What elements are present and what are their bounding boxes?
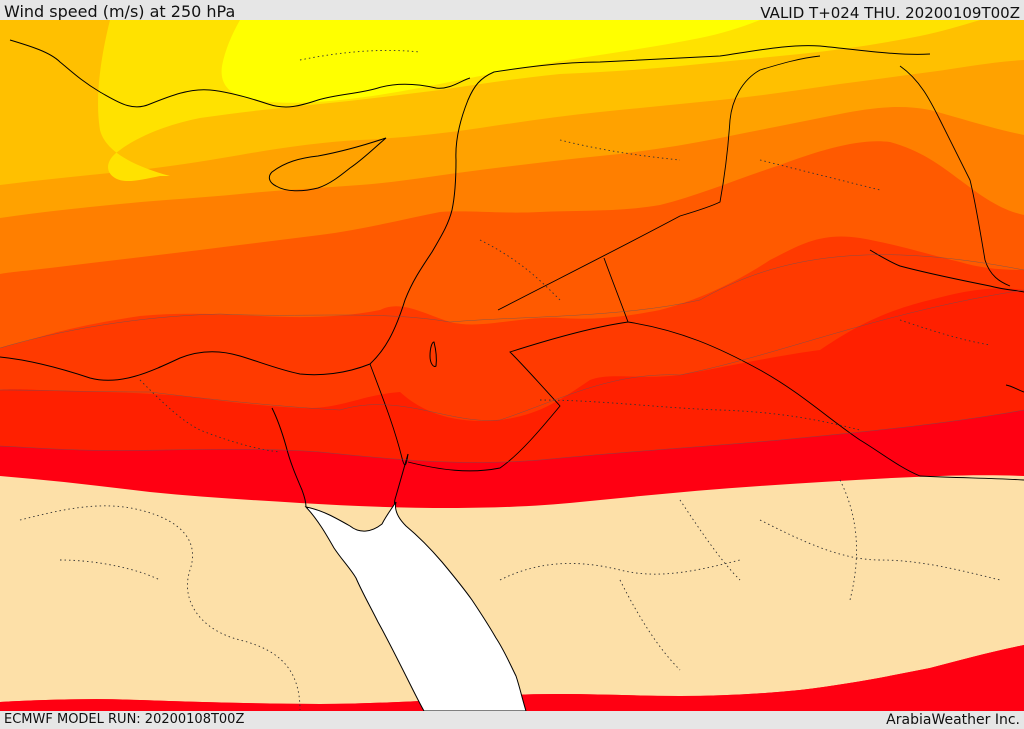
gulf-coast [869,249,1024,293]
north-africa-coast [0,45,931,381]
band-deep-red-south [0,645,1024,711]
turkey-coast [9,39,471,108]
kuwait-coast [1005,384,1024,393]
province-boundaries [19,49,1001,711]
dead-sea [429,341,437,367]
band-lightest [221,20,760,103]
band-calm [0,475,1024,704]
header-bar: Wind speed (m/s) at 250 hPa VALID T+024 … [0,0,1024,22]
gulf-of-aqaba [394,453,409,505]
model-run: ECMWF MODEL RUN: 20200108T00Z [4,712,245,727]
contours [0,254,1024,463]
cyprus [268,137,387,192]
wind-speed-map [0,20,1024,711]
borders [369,55,1024,481]
gulf-of-suez [271,407,307,508]
footer-bar: ECMWF MODEL RUN: 20200108T00Z ArabiaWeat… [0,711,1024,729]
red-sea [304,501,527,711]
credit: ArabiaWeather Inc. [886,712,1020,728]
valid-time: VALID T+024 THU. 20200109T00Z [760,4,1020,22]
map-title: Wind speed (m/s) at 250 hPa [4,2,236,21]
